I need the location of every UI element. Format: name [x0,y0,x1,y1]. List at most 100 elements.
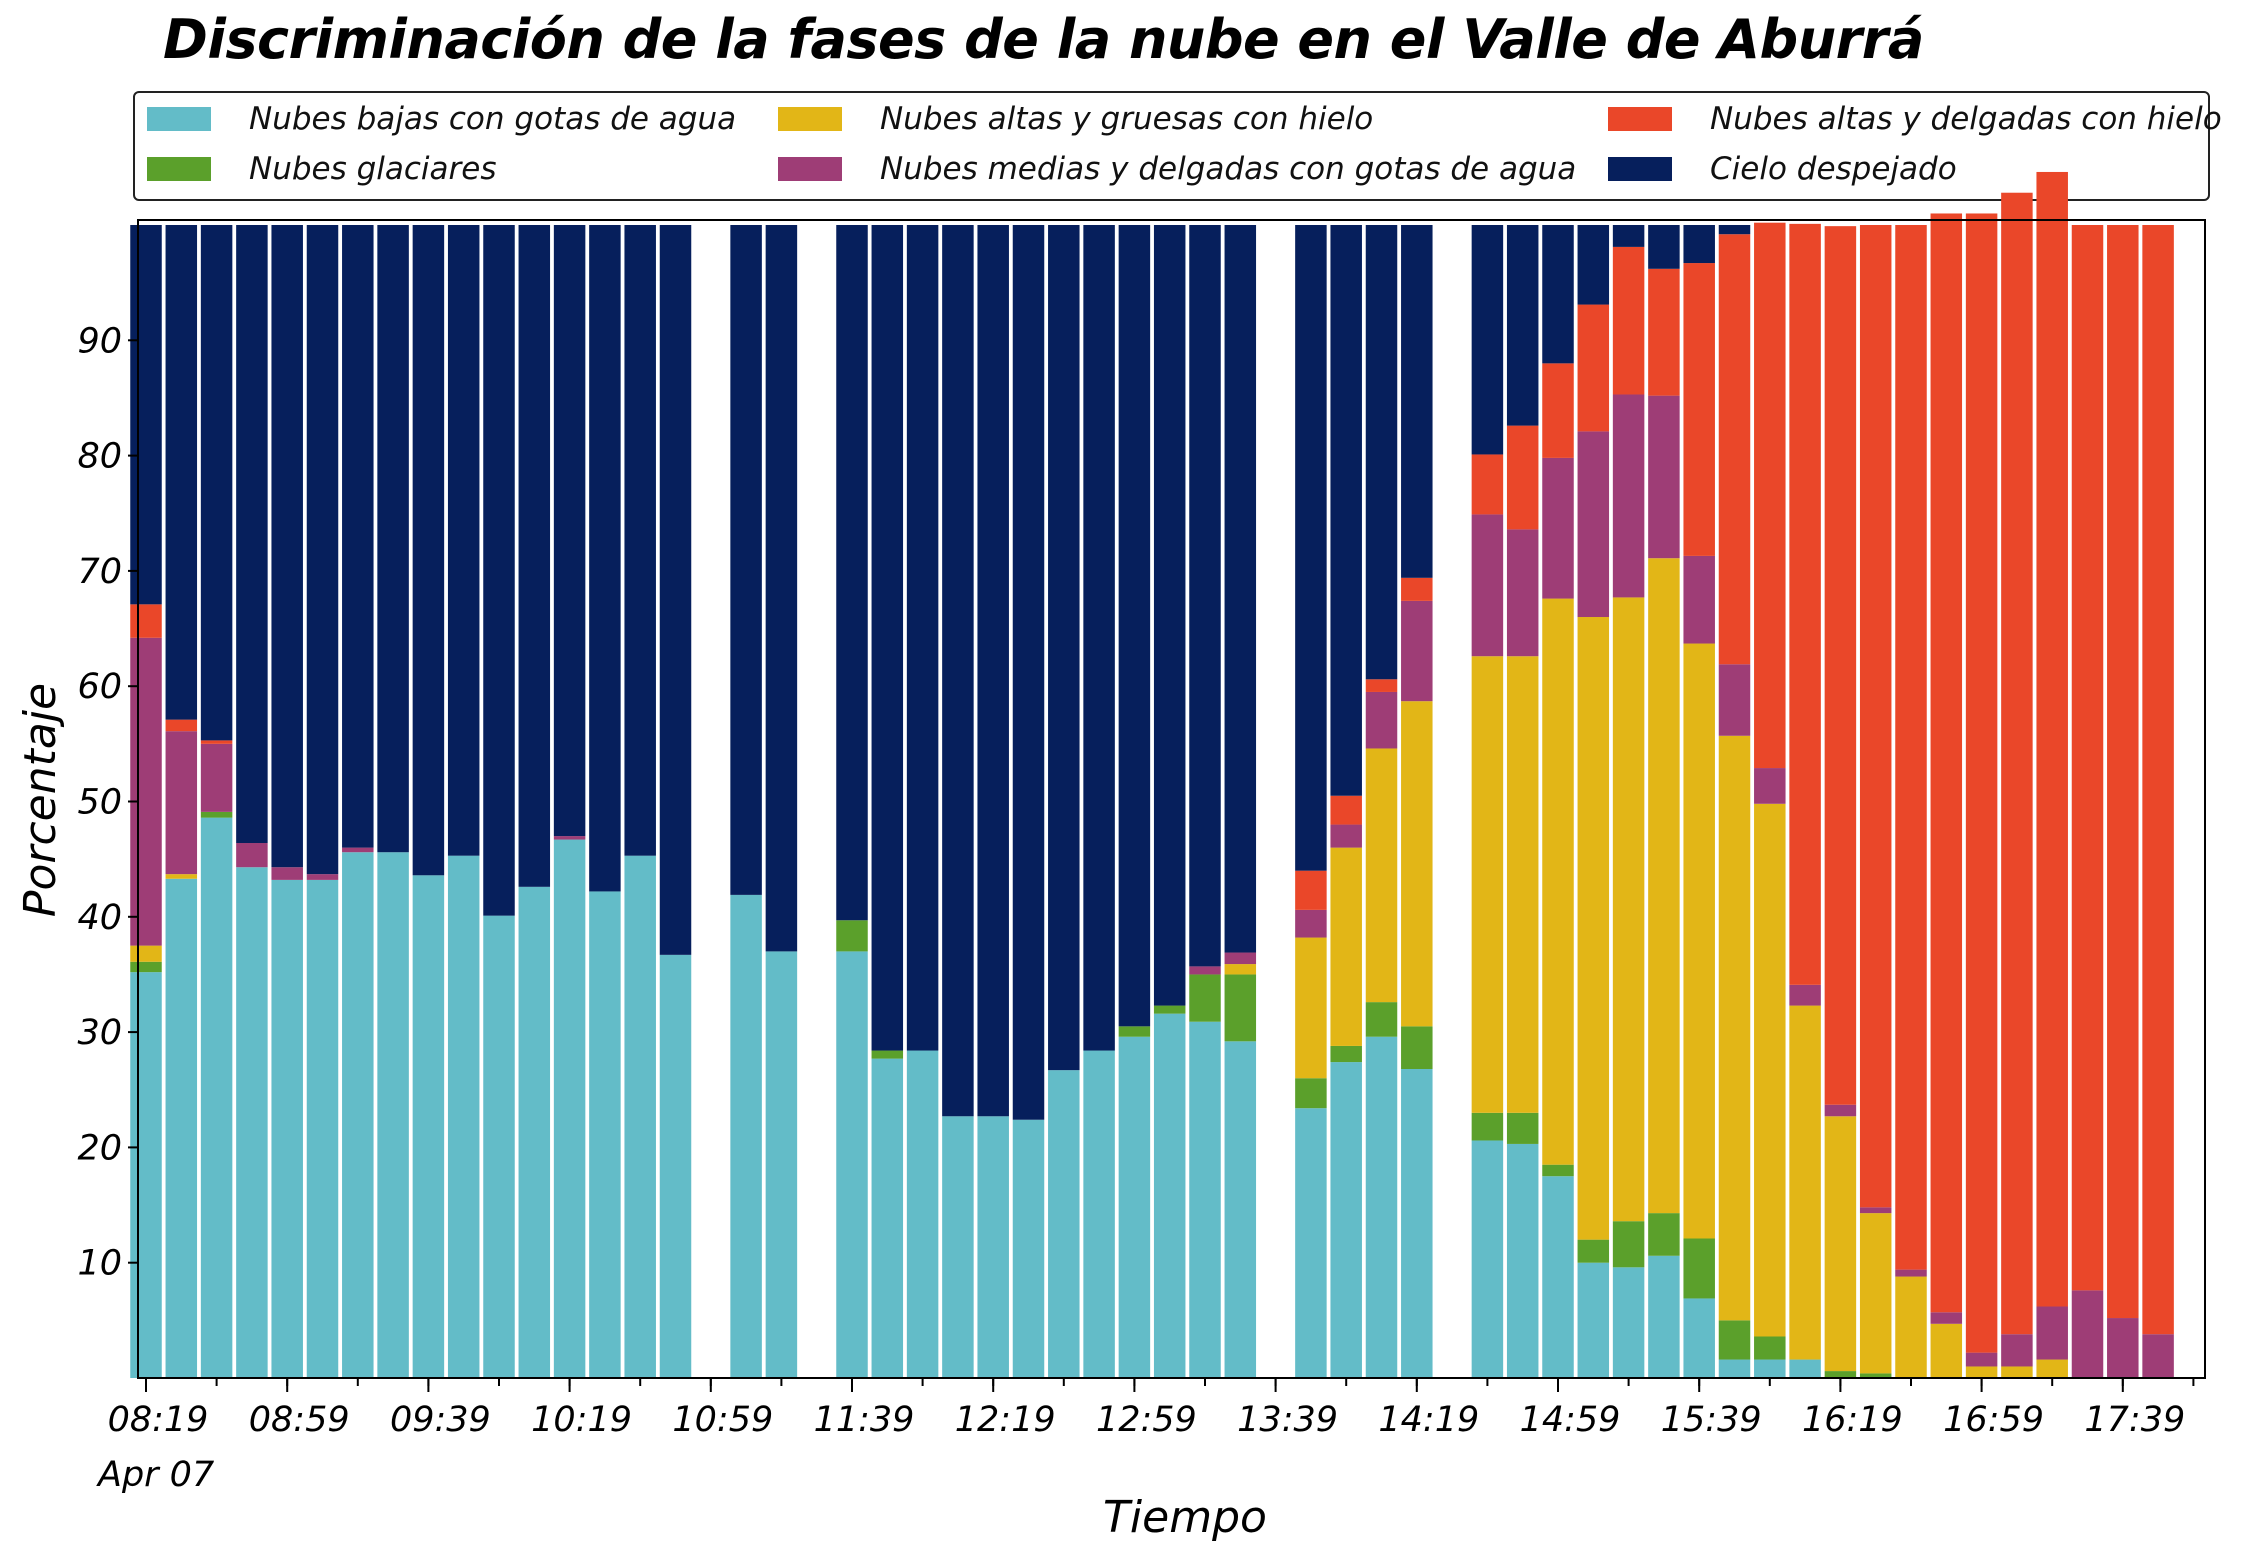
bar-segment-1-46 [1754,1336,1786,1360]
legend-label: Nubes glaciares [249,151,497,187]
y-tick-label: 30 [77,1013,122,1053]
bar-segment-3-1 [165,731,198,875]
bar-segment-2-52 [1965,1366,1998,1378]
bar-segment-2-42 [1612,597,1645,1222]
bar-segment-2-47 [1789,1005,1821,1360]
bar-segment-3-56 [2107,1318,2139,1378]
bar-segment-4-1 [165,719,198,732]
bar-segment-0-30 [1189,1021,1221,1378]
bar-segment-3-31 [1224,952,1257,965]
bar-segment-3-49 [1859,1207,1892,1214]
bar-segment-3-48 [1824,1104,1857,1117]
bar-segment-3-41 [1577,431,1610,618]
bar-segment-1-36 [1401,1026,1433,1069]
bar-segment-3-45 [1718,664,1751,736]
bar-segment-5-42 [1612,225,1645,247]
bar-segment-3-4 [271,867,303,880]
legend-entry-nubes-medias: Nubes medias y delgadas con gotas de agu… [778,151,1576,187]
bar-segment-1-38 [1471,1112,1504,1141]
bar-segment-3-50 [1895,1269,1927,1277]
bar-segment-5-20 [836,225,868,921]
bar-segment-3-53 [2001,1334,2033,1367]
bar-segment-5-0 [130,225,162,605]
x-tick-label: 09:39 [390,1400,491,1440]
bar-segment-4-54 [2036,171,2068,1307]
bar-segment-0-35 [1365,1036,1398,1378]
bar-segment-3-34 [1330,824,1362,848]
x-axis-title: Tiempo [1103,1492,1267,1543]
bar-segment-5-35 [1365,225,1398,680]
bar-segment-2-34 [1330,847,1362,1046]
bar-segment-4-43 [1648,268,1680,396]
bar-segment-1-42 [1612,1221,1645,1268]
bar-segment-2-31 [1224,964,1257,975]
bar-segment-2-54 [2036,1359,2068,1378]
bar-segment-5-34 [1330,225,1362,796]
x-tick-label: 10:19 [531,1400,632,1440]
bar-segment-2-36 [1401,701,1433,1027]
bar-segment-0-43 [1648,1255,1680,1378]
x-tick-label: 08:59 [249,1400,350,1440]
bar-segment-3-38 [1471,514,1504,657]
bar-segment-5-26 [1048,225,1080,1071]
bar-segment-0-47 [1789,1359,1821,1378]
bar-segment-5-7 [377,225,409,853]
bar-segment-4-44 [1683,263,1715,556]
bar-segment-5-1 [165,225,198,720]
bar-segment-0-2 [200,817,233,1378]
bar-segment-0-4 [271,879,303,1378]
bar-segment-5-29 [1153,225,1186,1006]
bar-segment-5-10 [483,225,515,916]
bar-segment-5-21 [871,225,904,1051]
bar-segment-0-34 [1330,1062,1362,1378]
bar-segment-5-2 [200,225,233,741]
bar-segment-2-39 [1506,656,1539,1113]
bar-segment-2-1 [165,874,198,879]
bar-segment-4-34 [1330,795,1362,825]
bar-segment-5-4 [271,225,303,868]
y-tick-label: 50 [77,783,122,823]
bar-segment-4-38 [1471,454,1504,515]
bar-segment-2-43 [1648,558,1680,1214]
bar-segment-2-53 [2001,1366,2033,1378]
bar-segment-2-49 [1859,1213,1892,1374]
bar-segment-0-29 [1153,1013,1186,1378]
bar-segment-0-23 [942,1116,974,1378]
chart-title: Discriminación de la fases de la nube en… [163,8,1924,71]
bar-segment-5-6 [342,225,374,848]
bar-segment-0-38 [1471,1140,1504,1378]
bar-segment-4-57 [2142,225,2174,1335]
legend-entry-nubes-altas-gruesas: Nubes altas y gruesas con hielo [778,101,1373,137]
bar-segment-0-6 [342,852,374,1378]
bar-segment-2-51 [1930,1323,1963,1378]
legend-entry-nubes-glaciares: Nubes glaciares [147,151,497,187]
bar-segment-0-3 [236,867,268,1378]
bar-segment-1-43 [1648,1213,1680,1256]
bar-segment-3-33 [1295,909,1327,938]
x-tick-label: 11:39 [814,1400,915,1440]
bar-segment-5-22 [906,225,939,1051]
bar-segment-0-12 [553,839,586,1378]
bar-segment-0-24 [977,1116,1009,1378]
bar-segment-3-47 [1789,984,1821,1006]
bar-segment-0-15 [659,954,692,1378]
legend-swatch [1608,157,1672,181]
bar-segment-2-50 [1895,1276,1927,1378]
bar-segment-5-43 [1648,225,1680,269]
bar-segment-0-41 [1577,1262,1610,1378]
bar-segment-3-57 [2142,1334,2174,1378]
bar-segment-4-39 [1506,425,1539,530]
bar-segment-1-49 [1859,1373,1892,1378]
bar-segment-5-31 [1224,225,1257,953]
bar-segment-5-12 [553,225,586,837]
bar-segment-4-0 [130,604,162,638]
bar-segment-3-42 [1612,394,1645,598]
legend-label: Nubes bajas con gotas de agua [249,101,737,137]
x-tick-label: 12:59 [1096,1400,1197,1440]
bar-segment-1-39 [1506,1112,1539,1144]
bar-segment-3-40 [1542,457,1574,599]
bar-segment-1-2 [200,811,233,818]
legend-label: Cielo despejado [1710,151,1957,187]
bar-segment-0-14 [624,855,656,1378]
